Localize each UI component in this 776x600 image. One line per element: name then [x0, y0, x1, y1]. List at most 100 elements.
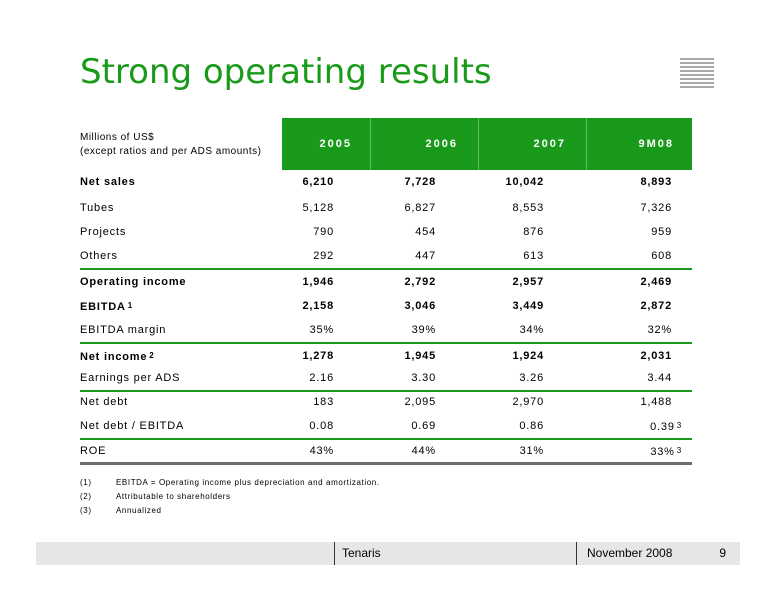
table-row-tubes: Tubes 5,128 6,827 8,553 7,326: [80, 196, 692, 220]
footnote-number: (2): [80, 492, 92, 501]
slide-title: Strong operating results: [80, 52, 492, 92]
header-divider: [370, 118, 371, 170]
row-label: Net sales: [80, 176, 136, 188]
cell-value: 1,945: [404, 350, 436, 362]
row-label: Others: [80, 250, 118, 262]
cell-value: 44%: [411, 445, 436, 457]
column-header-2007: 2007: [533, 138, 566, 150]
footnote-text: EBITDA = Operating income plus depreciat…: [116, 478, 380, 487]
cell-value: 8,553: [512, 202, 544, 214]
section-divider: [80, 342, 692, 344]
cell-value: 447: [415, 250, 436, 262]
cell-value: 2,469: [640, 276, 672, 288]
table-row-roe: ROE 43% 44% 31% 33% 3: [80, 439, 692, 463]
section-divider: [80, 438, 692, 440]
cell-value: 959: [651, 226, 672, 238]
column-header-2005: 2005: [319, 138, 352, 150]
cell-value: 0.86: [519, 420, 544, 432]
footer-brand: Tenaris: [342, 546, 381, 560]
cell-value: 2,792: [404, 276, 436, 288]
cell-value: 0.08: [309, 420, 334, 432]
table-row-net-debt-ebitda: Net debt / EBITDA 0.08 0.69 0.86 0.39 3: [80, 414, 692, 438]
cell-value: 2,957: [512, 276, 544, 288]
table-header-band: [282, 118, 692, 170]
footnote-number: (1): [80, 478, 92, 487]
cell-value: 0.69: [411, 420, 436, 432]
column-header-2006: 2006: [425, 138, 458, 150]
cell-value: 8,893: [640, 176, 672, 188]
cell-value: 1,924: [512, 350, 544, 362]
row-label-text: EBITDA: [80, 301, 126, 313]
column-header-9m08: 9M08: [638, 138, 674, 150]
cell-value: 7,728: [404, 176, 436, 188]
cell-value: 1,488: [640, 396, 672, 408]
section-divider: [80, 268, 692, 270]
cell-value: 5,128: [302, 202, 334, 214]
table-bottom-rule: [80, 462, 692, 465]
cell-value: 34%: [519, 324, 544, 336]
cell-value: 3.26: [519, 372, 544, 384]
cell-value: 876: [523, 226, 544, 238]
row-label: Projects: [80, 226, 127, 238]
units-note: Millions of US$ (except ratios and per A…: [80, 131, 261, 159]
cell-value: 6,827: [404, 202, 436, 214]
cell-value: 613: [523, 250, 544, 262]
table-row-earnings-per-ads: Earnings per ADS 2.16 3.30 3.26 3.44: [80, 366, 692, 390]
table-row-net-debt: Net debt 183 2,095 2,970 1,488: [80, 390, 692, 414]
page-number: 9: [719, 546, 726, 560]
footer-date: November 2008: [587, 546, 673, 560]
cell-value: 1,278: [302, 350, 334, 362]
cell-value: 3,449: [512, 300, 544, 312]
header-divider: [478, 118, 479, 170]
row-label: Net debt / EBITDA: [80, 420, 185, 432]
cell-value: 292: [313, 250, 334, 262]
cell-value: 3.44: [647, 372, 672, 384]
cell-value: 3,046: [404, 300, 436, 312]
header-divider: [586, 118, 587, 170]
footnote-marker: 3: [676, 446, 682, 455]
table-row-net-income: Net income 2 1,278 1,945 1,924 2,031: [80, 344, 692, 368]
cell-value: 183: [313, 396, 334, 408]
row-label: EBITDA 1: [80, 294, 133, 319]
cell-value: 3.30: [411, 372, 436, 384]
slide-footer: Tenaris November 2008 9: [36, 542, 740, 565]
row-label: Earnings per ADS: [80, 372, 181, 384]
table-row-ebitda-margin: EBITDA margin 35% 39% 34% 32%: [80, 318, 692, 342]
cell-value: 2,158: [302, 300, 334, 312]
row-label: Net income 2: [80, 344, 155, 369]
table-row-ebitda: EBITDA 1 2,158 3,046 3,449 2,872: [80, 294, 692, 318]
footnote-number: (3): [80, 506, 92, 515]
row-label-text: Net income: [80, 351, 148, 363]
footnote-text: Annualized: [116, 506, 162, 515]
row-label: Tubes: [80, 202, 115, 214]
footnote-marker: 1: [127, 301, 133, 310]
cell-value: 454: [415, 226, 436, 238]
cell-value: 2,095: [404, 396, 436, 408]
table-row-projects: Projects 790 454 876 959: [80, 220, 692, 244]
footer-divider: [576, 542, 577, 565]
section-divider: [80, 390, 692, 392]
units-line-2: (except ratios and per ADS amounts): [80, 146, 262, 157]
cell-value-text: 0.39: [650, 421, 675, 433]
table-row-net-sales: Net sales 6,210 7,728 10,042 8,893: [80, 170, 692, 194]
cell-value-text: 33%: [650, 446, 675, 458]
cell-value: 6,210: [302, 176, 334, 188]
row-label: Operating income: [80, 276, 187, 288]
cell-value: 790: [313, 226, 334, 238]
cell-value: 31%: [519, 445, 544, 457]
cell-value: 0.39 3: [650, 414, 682, 439]
cell-value: 2,872: [640, 300, 672, 312]
footnote-marker: 2: [149, 351, 155, 360]
cell-value: 7,326: [640, 202, 672, 214]
cell-value: 2.16: [309, 372, 334, 384]
cell-value: 2,970: [512, 396, 544, 408]
footnote-marker: 3: [676, 421, 682, 430]
units-line-1: Millions of US$: [80, 132, 155, 143]
table-row-others: Others 292 447 613 608: [80, 244, 692, 268]
table-row-operating-income: Operating income 1,946 2,792 2,957 2,469: [80, 270, 692, 294]
row-label: ROE: [80, 445, 107, 457]
cell-value: 2,031: [640, 350, 672, 362]
cell-value: 39%: [411, 324, 436, 336]
cell-value: 608: [651, 250, 672, 262]
footnote-text: Attributable to shareholders: [116, 492, 231, 501]
